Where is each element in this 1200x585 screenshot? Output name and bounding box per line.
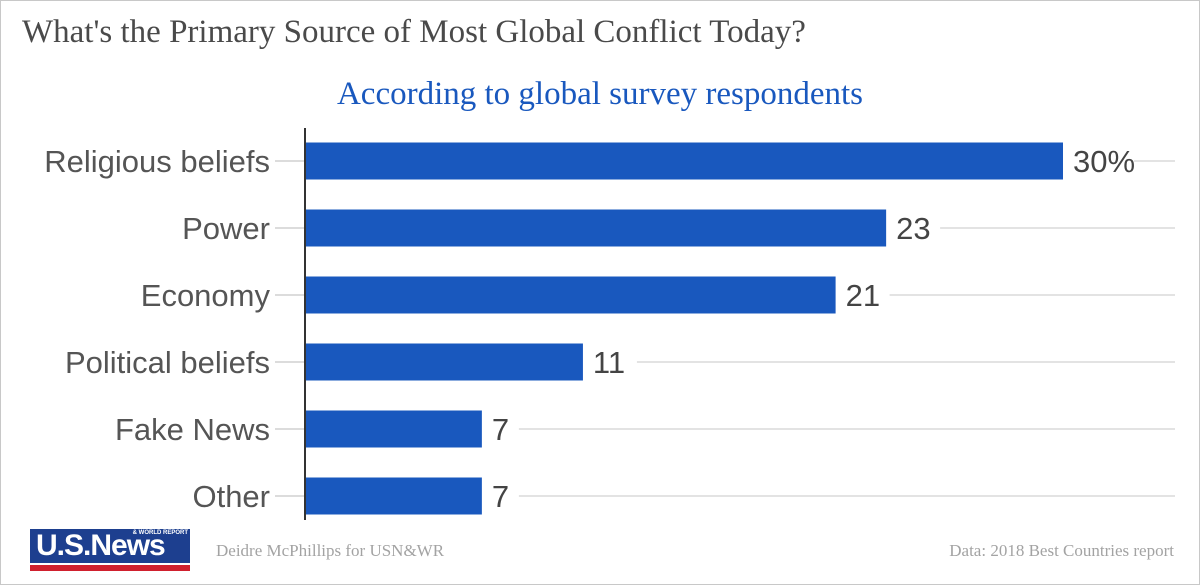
- author-credit: Deidre McPhillips for USN&WR: [216, 541, 445, 560]
- chart-subtitle: According to global survey respondents: [336, 76, 864, 112]
- data-source: Data: 2018 Best Countries report: [949, 541, 1174, 560]
- category-label: Power: [182, 211, 270, 246]
- value-label: 11: [593, 345, 625, 380]
- bar-other: [305, 477, 482, 515]
- logo-wordmark: U.S.News: [30, 529, 190, 563]
- logo-stripe: [30, 565, 190, 571]
- chart-title: What's the Primary Source of Most Global…: [22, 14, 806, 50]
- value-label: 23: [896, 211, 930, 246]
- value-label: 7: [492, 412, 509, 447]
- value-label: 30%: [1073, 144, 1135, 179]
- category-label: Economy: [141, 278, 271, 313]
- usnews-logo: U.S.News & WORLD REPORT: [30, 529, 190, 573]
- bar-religious-beliefs: [305, 142, 1063, 180]
- category-label: Religious beliefs: [44, 144, 270, 179]
- category-label: Other: [192, 479, 270, 514]
- category-label: Fake News: [115, 412, 270, 447]
- bar-fake-news: [305, 410, 482, 448]
- value-label: 21: [846, 278, 880, 313]
- category-label: Political beliefs: [65, 345, 270, 380]
- bar-power: [305, 209, 887, 247]
- bar-economy: [305, 276, 836, 314]
- bar-political-beliefs: [305, 343, 583, 381]
- logo-subtext: & WORLD REPORT: [132, 530, 188, 536]
- value-label: 7: [492, 479, 509, 514]
